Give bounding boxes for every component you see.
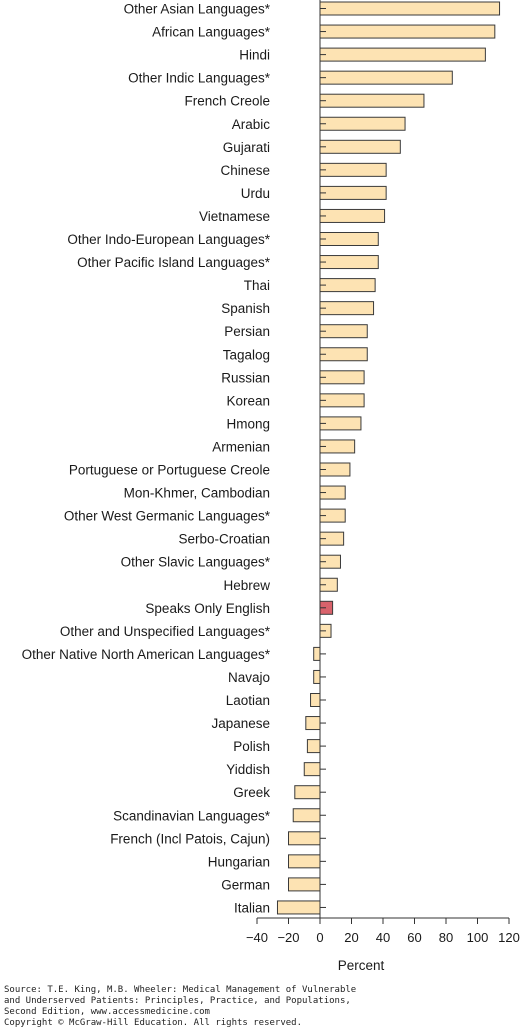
category-label: Laotian	[226, 693, 270, 708]
category-label: Other West Germanic Languages*	[64, 509, 271, 524]
category-label: Mon-Khmer, Cambodian	[124, 486, 270, 501]
category-label: Korean	[226, 393, 270, 408]
category-label: Hindi	[239, 48, 270, 63]
x-tick-label: 80	[439, 930, 453, 945]
category-label: Persian	[224, 324, 270, 339]
bar	[313, 669, 321, 684]
bar	[288, 854, 321, 869]
x-tick-label: 60	[407, 930, 421, 945]
category-label: Gujarati	[223, 140, 270, 155]
category-label: Vietnamese	[199, 209, 270, 224]
bar	[319, 47, 486, 62]
category-label: Other Indic Languages*	[128, 71, 271, 86]
bars-group	[276, 1, 501, 915]
category-label: French Creole	[184, 94, 270, 109]
bar	[294, 785, 321, 800]
bar	[319, 139, 401, 154]
bar	[288, 877, 321, 892]
bar	[292, 808, 321, 823]
category-label: Tagalog	[223, 347, 270, 362]
category-label: French (Incl Patois, Cajun)	[110, 831, 270, 846]
x-tick-label: 100	[467, 930, 489, 945]
source-line: Copyright © McGraw-Hill Education. All r…	[4, 1018, 303, 1028]
category-label: Hmong	[226, 416, 270, 431]
category-label: Hebrew	[223, 578, 270, 593]
bar	[319, 93, 425, 108]
category-label: Thai	[244, 278, 270, 293]
category-label: Yiddish	[226, 762, 270, 777]
category-label: Scandinavian Languages*	[113, 808, 271, 823]
category-label: African Languages*	[152, 25, 271, 40]
category-label: Portuguese or Portuguese Creole	[69, 463, 270, 478]
bar	[305, 716, 321, 731]
category-label: Other Asian Languages*	[124, 2, 271, 17]
bar	[310, 693, 321, 707]
bar	[313, 646, 321, 661]
category-label: Other Indo-European Languages*	[67, 232, 270, 247]
category-label: Other and Unspecified Languages*	[60, 624, 271, 639]
category-label: Hungarian	[208, 854, 270, 869]
bar	[319, 347, 368, 362]
category-label: Navajo	[228, 670, 270, 685]
category-labels-group: Other Asian Languages* African Languages*…	[22, 2, 271, 916]
x-tick-label: 120	[498, 930, 520, 945]
category-label: Chinese	[220, 163, 270, 178]
bar	[303, 762, 321, 777]
x-tick-label: 0	[316, 930, 323, 945]
bar	[276, 900, 321, 915]
bar	[319, 185, 387, 200]
category-label: German	[221, 877, 270, 892]
bar	[319, 232, 379, 246]
bar	[319, 70, 453, 85]
category-label: Armenian	[212, 439, 270, 454]
category-label: Spanish	[221, 301, 270, 316]
category-label: Polish	[233, 739, 270, 754]
bar	[319, 324, 368, 339]
category-label: Arabic	[232, 117, 271, 132]
bar	[319, 370, 365, 385]
bar	[319, 255, 379, 270]
bar	[319, 301, 375, 316]
category-label: Greek	[233, 785, 270, 800]
bar-chart: Other Asian Languages* African Languages*…	[22, 0, 520, 973]
bar	[319, 416, 362, 431]
x-tick-label: −20	[277, 930, 299, 945]
category-label: Other Pacific Island Languages*	[77, 255, 271, 270]
bar	[319, 24, 496, 39]
bar	[288, 831, 321, 846]
x-tick-label: −40	[246, 930, 268, 945]
x-axis: −40 −20 0 20 40 60 80 100 120	[246, 0, 520, 945]
x-tick-label: 40	[376, 930, 390, 945]
category-label: Other Slavic Languages*	[121, 555, 271, 570]
category-label: Other Native North American Languages*	[22, 647, 271, 662]
source-line: Source: T.E. King, M.B. Wheeler: Medical…	[4, 985, 357, 995]
category-label: Russian	[221, 370, 270, 385]
bar	[319, 208, 386, 223]
category-label: Serbo-Croatian	[178, 532, 270, 547]
bar	[319, 162, 387, 177]
category-label: Japanese	[211, 716, 270, 731]
x-tick-label: 20	[344, 930, 358, 945]
bar	[319, 278, 376, 293]
bar	[319, 116, 406, 131]
category-label: Italian	[234, 900, 270, 915]
source-line: and Underserved Patients: Principles, Pr…	[4, 996, 351, 1006]
x-axis-title: Percent	[338, 958, 385, 973]
category-label: Urdu	[241, 186, 270, 201]
bar	[319, 393, 365, 408]
bar	[319, 1, 501, 16]
source-line: Second Edition, www.accessmedicine.com	[4, 1007, 210, 1017]
bar	[306, 739, 321, 754]
source-note: Source: T.E. King, M.B. Wheeler: Medical…	[4, 985, 516, 1029]
category-label: Speaks Only English	[145, 601, 270, 616]
